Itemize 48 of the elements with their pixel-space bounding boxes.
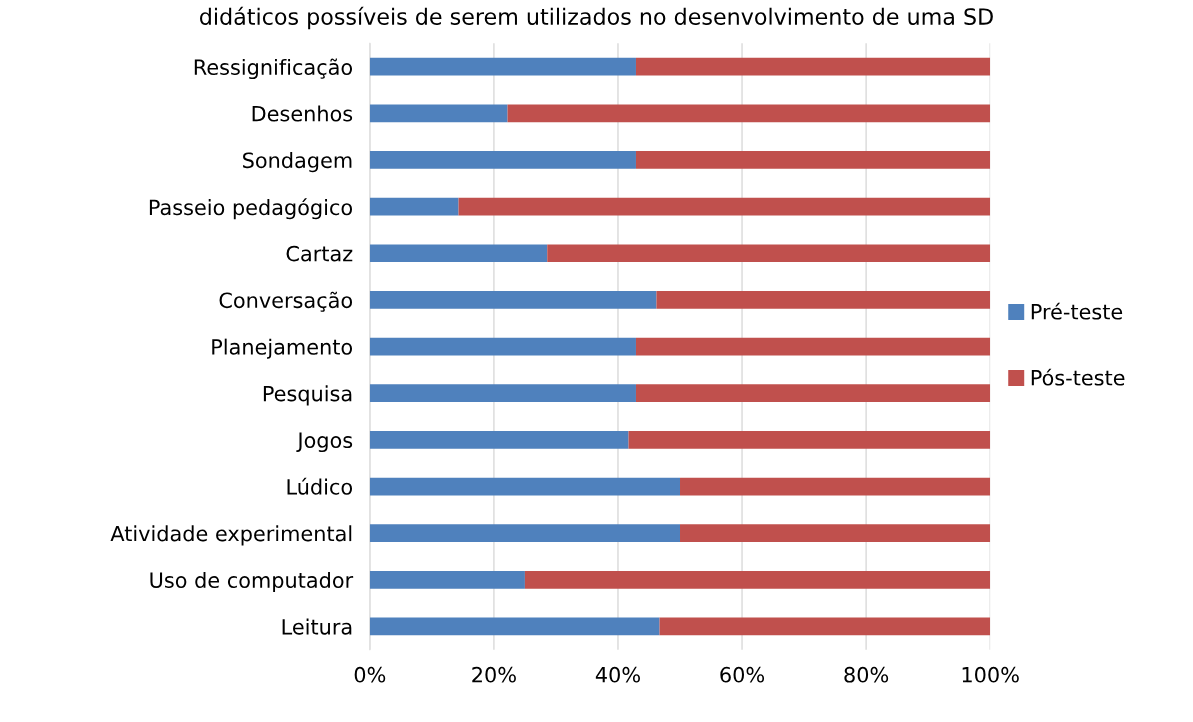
legend-label: Pós-teste	[1031, 368, 1125, 386]
bar	[458, 197, 991, 216]
bar	[369, 570, 525, 589]
y-tick-label: Jogos	[296, 432, 353, 453]
x-tick-label: 20%	[472, 666, 516, 683]
y-tick-label: Passeio pedagógico	[149, 198, 353, 220]
y-tick-label: Lúdico	[287, 477, 353, 495]
bar	[369, 57, 636, 76]
y-tick-label: Pesquisa	[263, 385, 352, 406]
x-tick-label: 100%	[962, 666, 1019, 683]
bar	[369, 524, 681, 543]
bar	[635, 337, 991, 356]
bar	[635, 57, 991, 76]
x-tick-label: 80%	[844, 666, 889, 683]
bar	[507, 104, 991, 123]
y-tick-label: Desenhos	[252, 105, 353, 122]
bar	[369, 384, 636, 403]
x-tick-label: 0%	[354, 666, 386, 683]
bar	[369, 617, 660, 636]
y-tick-label: Conversação	[219, 291, 353, 312]
bar	[635, 151, 991, 169]
bar	[369, 291, 657, 309]
bar	[656, 291, 991, 309]
bar	[635, 384, 991, 403]
bar	[369, 104, 508, 123]
y-tick-label: Uso de computador	[150, 571, 354, 593]
bar	[524, 570, 991, 589]
y-tick-label: Planejamento	[212, 338, 353, 359]
y-tick-label: Cartaz	[286, 245, 353, 262]
bar	[369, 477, 681, 496]
y-tick-label: Atividade experimental	[110, 525, 352, 546]
bar	[369, 197, 459, 216]
bar	[628, 431, 991, 449]
bar	[369, 431, 629, 449]
bar	[369, 337, 636, 356]
bar	[680, 524, 991, 543]
legend-label: Pré-teste	[1031, 302, 1123, 320]
bar	[547, 244, 991, 263]
bar	[369, 244, 548, 263]
y-tick-label: Sondagem	[243, 152, 352, 173]
bar	[680, 477, 991, 496]
bar	[659, 617, 991, 636]
y-tick-label: Ressignificação	[194, 58, 353, 80]
y-tick-label: Leitura	[282, 618, 352, 635]
x-tick-label: 60%	[720, 666, 765, 683]
chart-title: didáticos possíveis de serem utilizados no desenvolvimento de uma SD	[200, 6, 993, 30]
bar	[369, 151, 636, 169]
x-tick-label: 40%	[595, 666, 640, 683]
